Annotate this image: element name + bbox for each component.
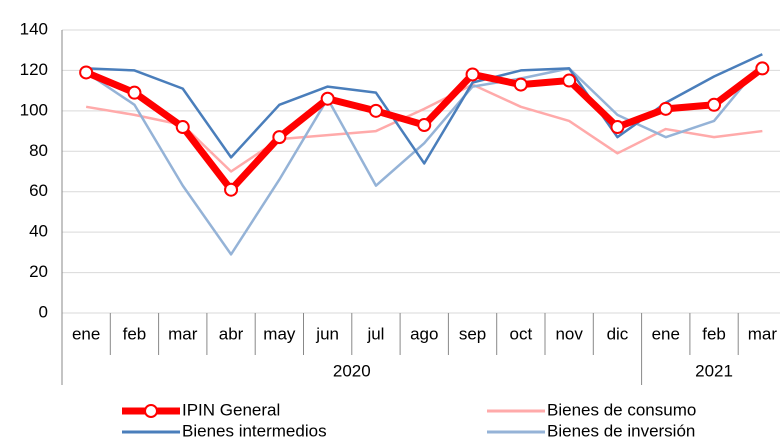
series-marker xyxy=(127,85,142,100)
legend-label: Bienes intermedios xyxy=(182,421,327,440)
series-marker xyxy=(610,120,625,135)
legend-marker xyxy=(144,404,158,418)
x-tick-label: jun xyxy=(315,324,339,343)
legend-label: IPIN General xyxy=(182,400,280,419)
series-marker xyxy=(755,61,770,76)
series-marker xyxy=(707,97,722,112)
y-tick-label: 60 xyxy=(29,181,48,200)
x-tick-label: ene xyxy=(72,324,100,343)
x-tick-label: ene xyxy=(652,324,680,343)
x-tick-label: feb xyxy=(123,324,147,343)
series-marker xyxy=(320,91,335,106)
series-marker xyxy=(562,73,577,88)
y-tick-label: 0 xyxy=(39,302,48,321)
series-marker xyxy=(417,118,432,133)
series-marker xyxy=(513,77,528,92)
y-tick-label: 40 xyxy=(29,222,48,241)
series-marker xyxy=(272,130,287,145)
y-tick-label: 100 xyxy=(20,100,48,119)
series-marker xyxy=(658,101,673,116)
x-tick-label: mar xyxy=(748,324,778,343)
legend-label: Bienes de consumo xyxy=(547,400,696,419)
x-tick-label: dic xyxy=(607,324,629,343)
x-tick-label: sep xyxy=(459,324,486,343)
series-marker xyxy=(224,182,239,197)
y-tick-label: 120 xyxy=(20,60,48,79)
x-tick-label: may xyxy=(263,324,296,343)
y-tick-label: 140 xyxy=(20,19,48,38)
x-tick-label: oct xyxy=(510,324,533,343)
series-marker xyxy=(465,67,480,82)
x-tick-label: mar xyxy=(168,324,198,343)
series-marker xyxy=(175,120,190,135)
x-group-label: 2020 xyxy=(333,361,371,380)
x-tick-label: feb xyxy=(702,324,726,343)
series-marker xyxy=(368,103,383,118)
series-line xyxy=(85,61,764,256)
legend-label: Bienes de inversión xyxy=(547,421,695,440)
x-tick-label: ago xyxy=(410,324,438,343)
x-tick-label: jul xyxy=(366,324,384,343)
y-tick-label: 20 xyxy=(29,262,48,281)
x-tick-label: nov xyxy=(555,324,583,343)
x-tick-label: abr xyxy=(219,324,244,343)
series-line xyxy=(85,83,763,173)
series-marker xyxy=(79,65,94,80)
x-group-label: 2021 xyxy=(695,361,733,380)
y-tick-label: 80 xyxy=(29,141,48,160)
